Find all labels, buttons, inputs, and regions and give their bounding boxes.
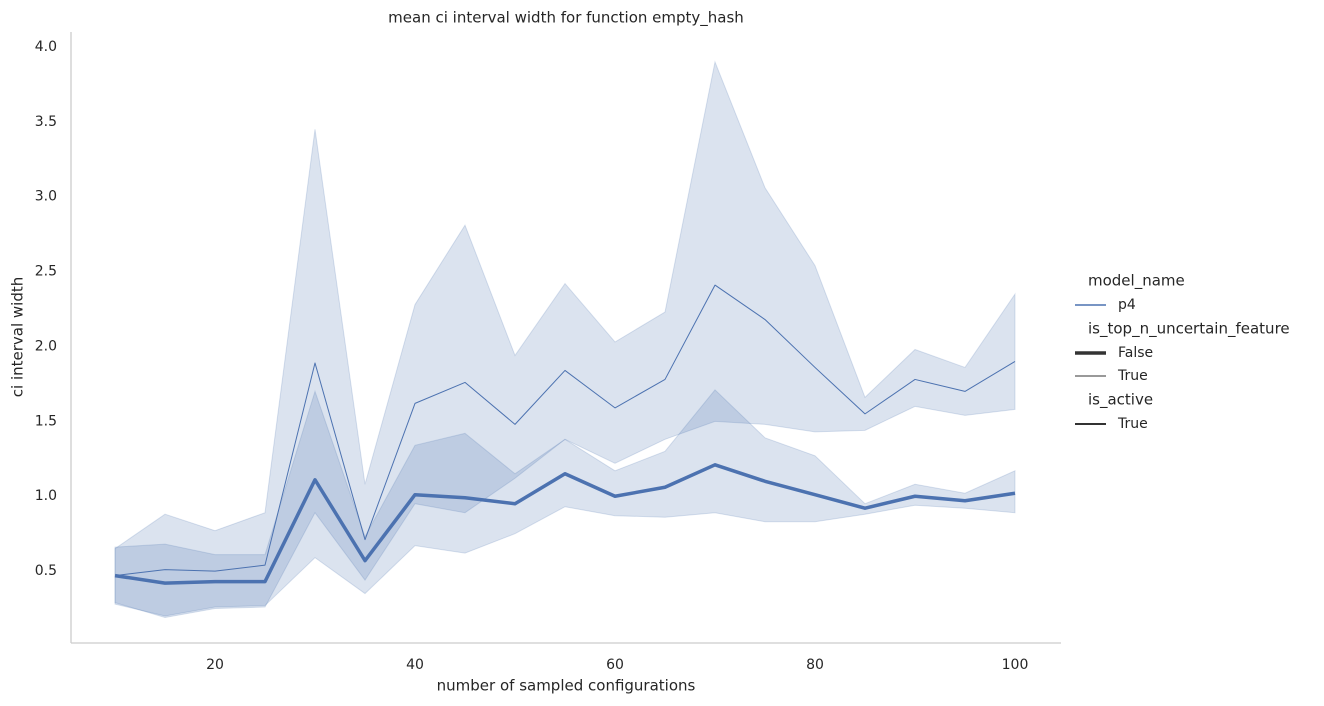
x-tick-label: 100: [1002, 657, 1029, 673]
legend-label: False: [1118, 345, 1153, 361]
series-line: [114, 284, 1016, 577]
y-tick-label: 1.5: [35, 413, 57, 429]
legend-label: True: [1117, 416, 1148, 432]
ci-band: [114, 389, 1016, 617]
chart-title: mean ci interval width for function empt…: [388, 9, 744, 28]
y-tick-label: 2.0: [35, 338, 57, 354]
y-tick-label: 1.0: [35, 488, 57, 504]
ci-band: [114, 60, 1016, 619]
x-tick-label: 60: [606, 657, 624, 673]
legend-title: is_top_n_uncertain_feature: [1088, 320, 1290, 339]
y-tick-label: 0.5: [35, 563, 57, 579]
y-axis-label: ci interval width: [9, 277, 27, 397]
series-line: [114, 463, 1016, 585]
y-tick-label: 4.0: [35, 39, 57, 55]
y-tick-label: 3.0: [35, 189, 57, 205]
y-tick-label: 2.5: [35, 264, 57, 280]
y-tick-label: 3.5: [35, 114, 57, 130]
x-tick-label: 80: [806, 657, 824, 673]
legend-title: is_active: [1088, 391, 1153, 410]
legend-title: model_name: [1088, 272, 1185, 291]
legend-label: p4: [1118, 297, 1136, 313]
legend-label: True: [1117, 368, 1148, 384]
x-tick-label: 40: [406, 657, 424, 673]
x-tick-label: 20: [206, 657, 224, 673]
x-axis-label: number of sampled configurations: [437, 677, 696, 695]
